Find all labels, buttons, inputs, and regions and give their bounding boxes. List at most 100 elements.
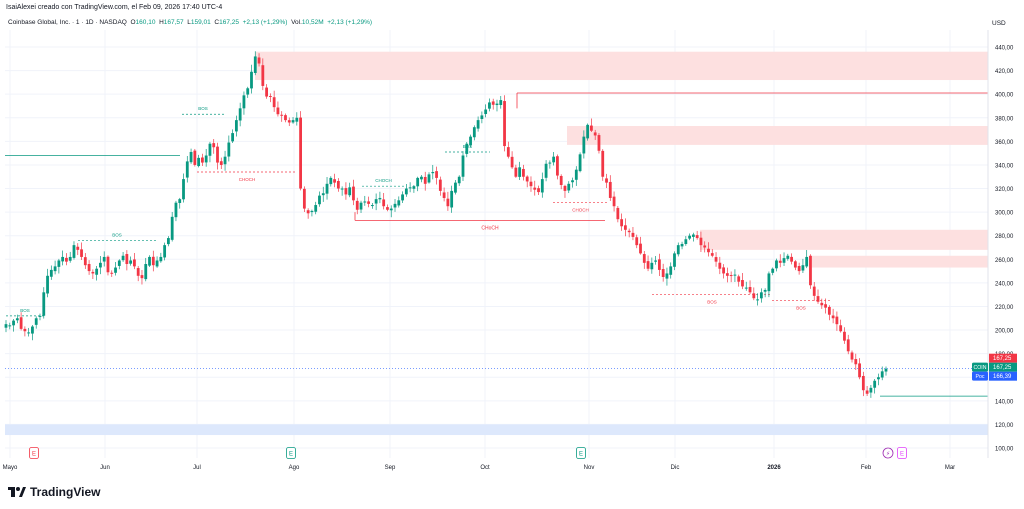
candle-body [4, 324, 8, 328]
low-value: 159,01 [190, 19, 211, 26]
candle [831, 308, 835, 324]
event-marker[interactable]: E [29, 447, 39, 459]
candle-body [234, 120, 238, 132]
candle-body [673, 253, 676, 267]
candle [140, 270, 144, 285]
candle-body [386, 207, 389, 210]
candle [170, 211, 174, 242]
event-marker[interactable]: ⚡ [882, 447, 894, 459]
tradingview-logo[interactable]: TradingView [8, 485, 100, 499]
candle [865, 385, 869, 397]
candle [563, 184, 567, 198]
candle-body [563, 185, 567, 191]
earnings-letter: E [289, 452, 293, 458]
candle-body [586, 124, 590, 139]
candle-body [809, 255, 812, 286]
candle [212, 139, 216, 154]
candle-body [223, 156, 227, 165]
candle [208, 141, 212, 163]
price-tag: Poc 166,39 [972, 371, 1017, 381]
candle [359, 200, 363, 214]
candle [635, 234, 639, 249]
candle-body [336, 180, 340, 189]
candle-body [438, 179, 442, 191]
candle-body [457, 176, 461, 184]
candle-body [193, 150, 197, 165]
candle-body [850, 352, 854, 360]
supply-zone [812, 255, 988, 268]
candle [129, 256, 133, 266]
candle-body [582, 136, 586, 154]
candle [200, 153, 204, 166]
symbol-name[interactable]: Coinbase Global, Inc. · 1 · 1D · NASDAQ [8, 19, 127, 26]
candle-body [703, 245, 707, 248]
candle [302, 186, 306, 213]
candle [87, 260, 91, 275]
candle-body [363, 201, 367, 203]
candle [559, 174, 563, 190]
candle [144, 257, 148, 282]
demand-zone [5, 424, 988, 436]
candle [106, 255, 110, 276]
level-label: BOS [112, 232, 122, 237]
candle-body [102, 256, 106, 262]
candle-body [404, 188, 408, 195]
earnings-icon [576, 447, 586, 459]
candle-body [556, 156, 559, 176]
candle-body [839, 325, 843, 332]
candle-body [612, 196, 616, 207]
candle-body [144, 264, 148, 280]
y-tick-label: 400,00 [995, 93, 1014, 99]
candle-body [68, 256, 72, 261]
candle-body [578, 154, 582, 172]
candle-body [87, 263, 91, 272]
tradingview-mark-icon [8, 487, 26, 497]
candle [540, 172, 544, 198]
candle [219, 157, 223, 170]
candle-body [83, 257, 87, 266]
candle [741, 273, 744, 290]
y-tick-label: 300,00 [995, 211, 1014, 217]
candle [167, 236, 170, 247]
candle-body [623, 225, 627, 230]
candle [242, 91, 246, 115]
level-label: CHoCH [481, 225, 499, 231]
candle [454, 180, 457, 195]
price-tag-name-bg [972, 362, 988, 372]
candle [601, 149, 605, 181]
candle [775, 258, 778, 272]
x-tick-label: Oct [480, 465, 490, 471]
supply-zone [567, 126, 988, 145]
candle-body [250, 71, 253, 89]
event-marker[interactable]: E [576, 447, 586, 459]
candle-body [801, 265, 805, 271]
event-marker[interactable]: E [286, 447, 296, 459]
candle-body [182, 179, 185, 200]
candle-body [786, 255, 790, 259]
close-value: 167,25 [219, 19, 240, 26]
candle-body [488, 102, 491, 109]
candle-body [503, 101, 506, 147]
candle [325, 177, 329, 200]
candle [605, 173, 608, 188]
candle-body [268, 95, 272, 97]
candle-body [136, 268, 140, 276]
publish-line: IsaiAlexei creado con TradingView.com, e… [6, 4, 223, 11]
candle [767, 271, 771, 298]
candle [495, 99, 499, 112]
candle [680, 241, 684, 250]
candle-body [880, 371, 884, 378]
candle-body [484, 109, 488, 115]
candle [49, 265, 53, 280]
candle [465, 142, 469, 158]
candle [805, 250, 809, 269]
earnings-icon [286, 447, 296, 459]
candle-body [216, 146, 219, 163]
candle [136, 265, 140, 282]
candle-body [525, 176, 529, 182]
candle-body [816, 296, 820, 302]
candle-body [38, 315, 42, 317]
currency-label[interactable]: USD [992, 20, 1006, 27]
event-marker[interactable]: E [897, 447, 907, 459]
